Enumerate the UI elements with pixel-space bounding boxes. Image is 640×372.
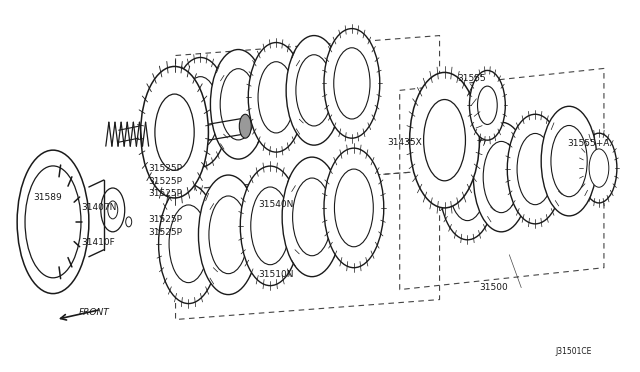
Ellipse shape	[292, 178, 332, 256]
Ellipse shape	[173, 58, 228, 167]
Ellipse shape	[251, 187, 290, 265]
Ellipse shape	[209, 196, 248, 274]
Ellipse shape	[333, 48, 370, 119]
Ellipse shape	[296, 55, 332, 126]
Ellipse shape	[324, 148, 384, 268]
Ellipse shape	[440, 130, 495, 240]
Ellipse shape	[483, 141, 520, 213]
Text: 31525P: 31525P	[148, 189, 182, 199]
Ellipse shape	[551, 125, 587, 197]
Ellipse shape	[159, 184, 218, 304]
Ellipse shape	[17, 150, 89, 294]
Ellipse shape	[125, 217, 132, 227]
Ellipse shape	[239, 114, 252, 138]
Ellipse shape	[589, 149, 609, 187]
Ellipse shape	[517, 134, 554, 205]
Ellipse shape	[141, 67, 209, 198]
Text: 31435X: 31435X	[388, 138, 422, 147]
Text: 31555: 31555	[458, 74, 486, 83]
Text: 31510N: 31510N	[258, 270, 294, 279]
Ellipse shape	[449, 150, 486, 221]
Text: 31500: 31500	[479, 283, 508, 292]
Ellipse shape	[424, 100, 465, 181]
Ellipse shape	[220, 69, 257, 140]
Ellipse shape	[198, 175, 258, 295]
Text: FRONT: FRONT	[79, 308, 109, 317]
Ellipse shape	[474, 122, 529, 232]
Ellipse shape	[508, 114, 563, 224]
Text: 31525P: 31525P	[148, 164, 182, 173]
Text: 31407N: 31407N	[81, 203, 116, 212]
Ellipse shape	[108, 201, 118, 219]
Ellipse shape	[477, 86, 497, 125]
Ellipse shape	[324, 29, 380, 138]
Text: 31525P: 31525P	[148, 177, 182, 186]
Text: 31540N: 31540N	[258, 201, 294, 209]
Text: 31525P: 31525P	[148, 215, 182, 224]
Ellipse shape	[258, 62, 294, 133]
Text: 31525P: 31525P	[148, 228, 182, 237]
Ellipse shape	[469, 70, 506, 140]
Ellipse shape	[410, 73, 479, 208]
Ellipse shape	[248, 42, 304, 152]
Ellipse shape	[240, 166, 300, 286]
Ellipse shape	[169, 205, 208, 283]
Ellipse shape	[286, 36, 342, 145]
Text: J31501CE: J31501CE	[555, 347, 591, 356]
Text: 31555+A: 31555+A	[567, 139, 609, 148]
Ellipse shape	[101, 188, 125, 232]
Text: 31589: 31589	[33, 193, 62, 202]
Ellipse shape	[335, 169, 373, 247]
Ellipse shape	[25, 166, 81, 278]
Text: 31410F: 31410F	[81, 238, 115, 247]
Ellipse shape	[155, 94, 194, 170]
Ellipse shape	[182, 77, 219, 148]
Ellipse shape	[541, 106, 597, 216]
Ellipse shape	[211, 49, 266, 159]
Ellipse shape	[581, 133, 617, 203]
Ellipse shape	[282, 157, 342, 277]
